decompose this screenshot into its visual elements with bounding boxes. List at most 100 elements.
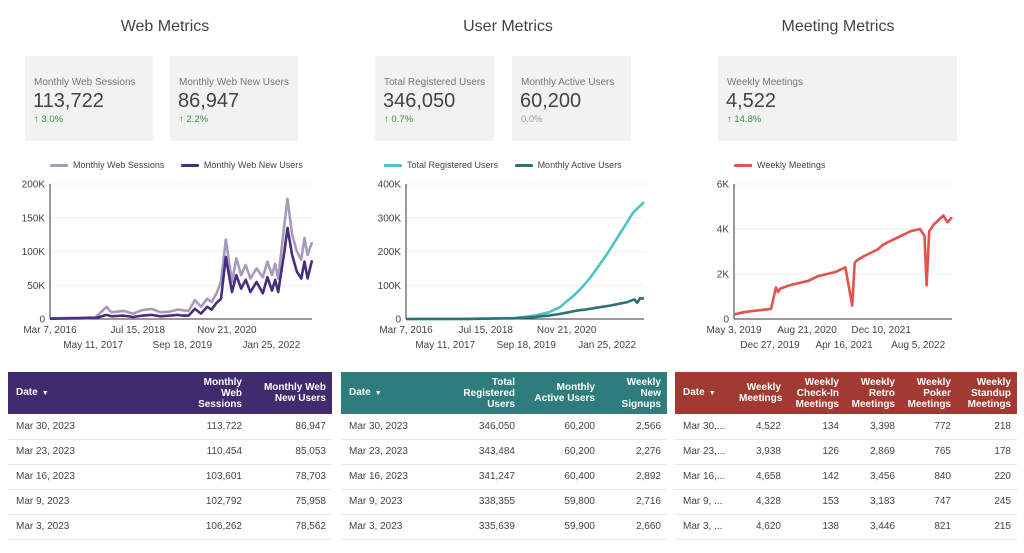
column-header[interactable]: Monthly Web New Users (263, 382, 326, 404)
x-tick-label: Sep 18, 2019 (153, 340, 213, 351)
value-cell: 75,958 (248, 489, 332, 515)
column-header[interactable]: Weekly New Signups (621, 376, 661, 410)
value-cell: 343,484 (451, 439, 521, 465)
column-header-date[interactable]: Date ▼ (349, 387, 382, 398)
series-line-1[interactable] (405, 201, 645, 321)
legend-item-web-sessions[interactable]: Monthly Web Sessions (50, 160, 164, 170)
chart-legend: Total Registered Users Monthly Active Us… (384, 160, 636, 170)
value-cell: 86,947 (248, 414, 332, 440)
table-row[interactable]: Mar 3, ... 4,620 138 3,446 821 215 (675, 514, 1017, 540)
kpi-card-web-sessions[interactable]: Monthly Web Sessions 113,722 ↑ 3.0% (25, 56, 153, 141)
value-cell: 142 (787, 464, 845, 490)
kpi-change: ↑ 2.2% (179, 114, 209, 125)
web-metrics-chart[interactable]: 0 50K 100K 150K 200K Mar 7, 2016 Jul 15, 2018 N… (0, 176, 336, 356)
series-line-2[interactable] (49, 226, 314, 320)
table-row[interactable]: Mar 23,... 3,938 126 2,869 765 178 (675, 439, 1017, 465)
date-cell: Mar 23, 2023 (8, 439, 178, 465)
y-tick-label: 200K (378, 247, 402, 258)
table-row[interactable]: Mar 30, 2023 113,722 86,947 (8, 414, 332, 440)
y-tick-label: 2K (717, 270, 730, 281)
column-header[interactable]: Monthly Web Sessions (198, 376, 242, 410)
value-cell: 2,566 (601, 414, 667, 440)
column-header-date[interactable]: Date ▼ (683, 387, 716, 398)
column-header-date[interactable]: Date ▼ (16, 387, 49, 398)
kpi-label: Total Registered Users (384, 77, 486, 88)
table-row[interactable]: Mar 9, 2023 338,355 59,800 2,716 (341, 489, 667, 515)
table-row[interactable]: Mar 3, 2023 335,639 59,900 2,660 (341, 514, 667, 540)
y-tick-label: 0 (723, 315, 729, 326)
table-row[interactable]: Mar 30,... 4,522 134 3,398 772 218 (675, 414, 1017, 440)
column-header[interactable]: Monthly Active Users (534, 382, 595, 404)
series-line-1[interactable] (49, 197, 314, 320)
value-cell: 60,400 (521, 464, 601, 490)
value-cell: 153 (787, 489, 845, 515)
table-row[interactable]: Mar 9, 2023 102,792 75,958 (8, 489, 332, 515)
kpi-card-web-new-users[interactable]: Monthly Web New Users 86,947 ↑ 2.2% (170, 56, 298, 141)
column-header[interactable]: Weekly Standup Meetings (967, 376, 1011, 410)
kpi-card-total-registered[interactable]: Total Registered Users 346,050 ↑ 0.7% (375, 56, 494, 141)
value-cell: 102,792 (178, 489, 248, 515)
column-header[interactable]: Weekly Retro Meetings (851, 376, 895, 410)
meeting-metrics-chart[interactable]: 0 2K 4K 6K May 3, 2019 Aug 21, 2020 Dec 10, 20… (672, 176, 1024, 356)
value-cell: 85,053 (248, 439, 332, 465)
column-header[interactable]: Total Registered Users (463, 376, 515, 410)
y-tick-label: 150K (22, 213, 46, 224)
section-title: Meeting Metrics (781, 18, 895, 35)
kpi-value: 4,522 (726, 90, 777, 112)
table-row[interactable]: Mar 23, 2023 110,454 85,053 (8, 439, 332, 465)
user-metrics-chart[interactable]: 0 100K 200K 300K 400K Mar 7, 2016 Jul 15, 2018… (336, 176, 672, 356)
legend-item-web-new-users[interactable]: Monthly Web New Users (180, 160, 303, 170)
y-tick-label: 0 (395, 315, 401, 326)
table-row[interactable]: Mar 9, ... 4,328 153 3,183 747 245 (675, 489, 1017, 515)
x-tick-label: Apr 16, 2021 (815, 340, 873, 351)
value-cell: 78,703 (248, 464, 332, 490)
legend-item-monthly-active[interactable]: Monthly Active Users (514, 160, 622, 170)
chart-legend: Weekly Meetings (734, 160, 839, 170)
kpi-value: 113,722 (33, 90, 104, 112)
date-cell: Mar 23,... (675, 439, 733, 465)
column-header[interactable]: Weekly Poker Meetings (907, 376, 951, 410)
x-tick-label: May 11, 2017 (415, 340, 475, 351)
web-metrics-table: Date ▼ Monthly Web Sessions Monthly Web N… (8, 372, 332, 540)
value-cell: 218 (957, 414, 1017, 440)
x-tick-label: Jul 15, 2018 (111, 325, 166, 336)
series-line-1[interactable] (733, 214, 953, 316)
table-row[interactable]: Mar 23, 2023 343,484 60,200 2,276 (341, 439, 667, 465)
column-header[interactable]: Weekly Meetings (739, 382, 783, 404)
value-cell: 747 (901, 489, 957, 515)
value-cell: 59,900 (521, 514, 601, 540)
value-cell: 59,800 (521, 489, 601, 515)
x-tick-label: Jul 15, 2018 (458, 325, 513, 336)
value-cell: 3,456 (845, 464, 901, 490)
value-cell: 2,660 (601, 514, 667, 540)
kpi-card-monthly-active[interactable]: Monthly Active Users 60,200 0.0% (512, 56, 631, 141)
kpi-change: ↑ 14.8% (727, 114, 762, 125)
value-cell: 2,276 (601, 439, 667, 465)
kpi-card-weekly-meetings[interactable]: Weekly Meetings 4,522 ↑ 14.8% (718, 56, 957, 141)
legend-item-weekly-meetings[interactable]: Weekly Meetings (734, 160, 825, 170)
table-row[interactable]: Mar 16, 2023 103,601 78,703 (8, 464, 332, 490)
legend-item-total-registered[interactable]: Total Registered Users (384, 160, 498, 170)
value-cell: 338,355 (451, 489, 521, 515)
x-tick-label: Mar 7, 2016 (23, 325, 77, 336)
y-tick-label: 100K (378, 281, 402, 292)
date-cell: Mar 23, 2023 (341, 439, 451, 465)
date-cell: Mar 3, 2023 (341, 514, 451, 540)
value-cell: 2,869 (845, 439, 901, 465)
table-row[interactable]: Mar 3, 2023 106,262 78,562 (8, 514, 332, 540)
x-tick-label: Nov 21, 2020 (537, 325, 597, 336)
value-cell: 772 (901, 414, 957, 440)
x-tick-label: Aug 5, 2022 (891, 340, 945, 351)
date-cell: Mar 9, ... (675, 489, 733, 515)
table-row[interactable]: Mar 30, 2023 346,050 60,200 2,566 (341, 414, 667, 440)
table-row[interactable]: Mar 16,... 4,658 142 3,456 840 220 (675, 464, 1017, 490)
column-header[interactable]: Weekly Check-In Meetings (795, 376, 839, 410)
table-row[interactable]: Mar 16, 2023 341,247 60,400 2,892 (341, 464, 667, 490)
x-tick-label: May 11, 2017 (63, 340, 123, 351)
value-cell: 3,398 (845, 414, 901, 440)
x-tick-label: Jan 25, 2022 (578, 340, 636, 351)
user-metrics-table: Date ▼ Total Registered Users Monthly Act… (341, 372, 667, 540)
series-line-2[interactable] (405, 296, 645, 321)
date-cell: Mar 9, 2023 (8, 489, 178, 515)
date-cell: Mar 30, 2023 (8, 414, 178, 440)
